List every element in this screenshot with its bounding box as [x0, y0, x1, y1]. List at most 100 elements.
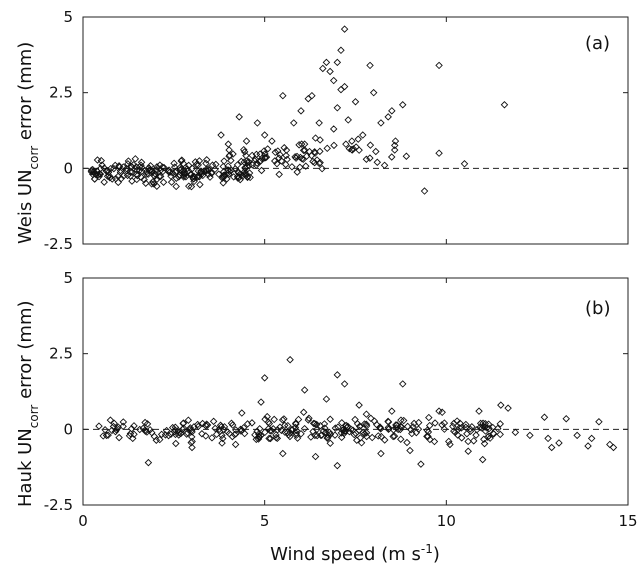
data-point	[208, 161, 217, 169]
data-point	[311, 134, 320, 142]
data-point	[140, 175, 148, 184]
data-point	[397, 435, 405, 443]
y-tick-label: -2.5	[44, 235, 73, 253]
data-point	[338, 419, 346, 427]
data-point	[333, 104, 342, 112]
panel-b: -2.5 0 2.5 5 0 5 10 15 (b) Hauk UNcorr error (m…	[15, 269, 638, 565]
data-point	[234, 167, 242, 176]
data-point	[342, 140, 350, 148]
data-point	[310, 158, 319, 167]
data-point	[388, 107, 396, 115]
data-point	[359, 131, 367, 139]
data-point	[344, 116, 352, 124]
data-point	[93, 156, 102, 164]
data-point	[420, 187, 429, 195]
data-point	[143, 420, 152, 428]
y-tick-label: 5	[63, 8, 73, 26]
data-point	[223, 169, 232, 177]
data-point	[496, 430, 504, 439]
data-point	[311, 452, 320, 461]
data-point	[159, 178, 168, 186]
data-point	[355, 422, 364, 431]
data-point	[235, 113, 243, 121]
data-point	[325, 428, 334, 437]
data-point	[156, 172, 165, 181]
data-point	[308, 91, 316, 100]
data-point	[111, 427, 120, 436]
data-point	[311, 419, 319, 428]
data-point	[220, 423, 229, 431]
panel-b-ylabel: Hauk UNcorr error (mm)	[15, 300, 41, 507]
data-point	[197, 167, 205, 175]
data-point	[263, 412, 271, 421]
data-point	[366, 61, 374, 70]
data-point	[380, 161, 389, 170]
data-point	[280, 143, 288, 152]
data-point	[251, 155, 260, 164]
data-point	[368, 433, 376, 442]
data-point	[304, 94, 313, 103]
data-point	[201, 421, 210, 430]
data-point	[410, 419, 418, 428]
data-point	[324, 431, 332, 439]
panel-a: -2.5 0 2.5 5 (a) Weis UNcorr error (mm)	[15, 8, 629, 253]
data-point	[316, 147, 324, 156]
data-point	[403, 438, 411, 447]
data-point	[304, 416, 313, 424]
data-point	[248, 151, 256, 160]
data-point	[266, 434, 275, 443]
data-point	[158, 163, 167, 171]
data-point	[326, 67, 334, 76]
data-point	[362, 420, 371, 429]
data-point	[275, 170, 283, 179]
data-point	[273, 159, 281, 168]
data-point	[137, 161, 145, 170]
data-point	[340, 82, 349, 91]
data-point	[457, 434, 466, 442]
data-point	[313, 431, 321, 440]
data-point	[150, 171, 158, 180]
data-point	[114, 172, 122, 181]
data-point	[141, 418, 149, 427]
data-point	[184, 161, 193, 170]
data-point	[238, 409, 246, 417]
data-point	[96, 170, 105, 178]
data-point	[453, 431, 462, 439]
data-point	[255, 425, 264, 433]
data-point	[241, 163, 249, 172]
data-point	[472, 431, 480, 439]
data-point	[423, 426, 431, 435]
data-point	[164, 431, 173, 440]
data-point	[261, 428, 269, 437]
data-point	[350, 430, 358, 439]
data-point	[266, 427, 274, 435]
data-point	[392, 424, 401, 432]
data-point	[102, 167, 111, 175]
data-point	[111, 161, 119, 170]
data-point	[322, 395, 331, 403]
data-point	[318, 164, 326, 173]
data-point	[188, 443, 196, 452]
data-point	[321, 424, 329, 432]
data-point	[366, 154, 374, 162]
data-point	[478, 455, 487, 464]
data-point	[460, 160, 469, 168]
x-axis-label-main: Wind speed (m s	[270, 544, 421, 565]
data-point	[384, 418, 393, 426]
data-point	[233, 161, 242, 169]
data-point	[257, 398, 265, 406]
data-point	[333, 371, 342, 379]
data-point	[295, 141, 303, 149]
data-point	[313, 156, 321, 164]
panel-b-ylabel-main: Hauk UN	[15, 428, 36, 507]
data-point	[165, 166, 173, 174]
data-point	[463, 430, 471, 438]
data-point	[526, 431, 534, 440]
data-point	[373, 158, 382, 167]
data-point	[355, 401, 363, 409]
data-point	[384, 423, 393, 432]
data-point	[160, 163, 168, 172]
data-point	[464, 437, 472, 446]
data-point	[145, 166, 154, 175]
